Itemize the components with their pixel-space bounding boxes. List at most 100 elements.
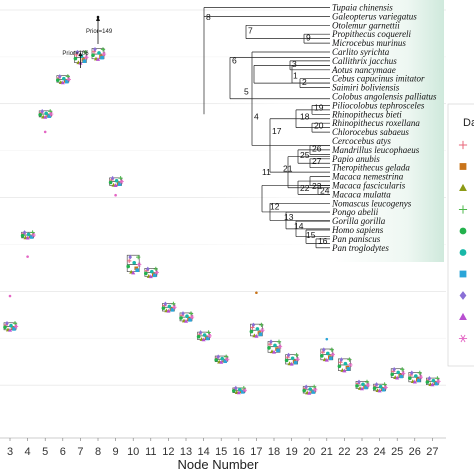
point-node-17-5 (255, 327, 260, 331)
point-node-21-8 (324, 357, 329, 362)
legend-item-7 (459, 291, 467, 300)
taxon-4: Microcebus murinus (331, 38, 406, 48)
point-node-22-6 (346, 367, 351, 371)
point-node-17-7 (251, 322, 256, 328)
taxon-12: Rhinopithecus bieti (331, 109, 402, 119)
x-tick-label-27: 27 (426, 446, 438, 458)
point-node-3-7 (5, 320, 9, 326)
prior-7-label: Prior=106 (62, 51, 89, 57)
point-node-11-6 (153, 273, 157, 278)
point-node-16-3 (241, 385, 246, 391)
node-label-7: 7 (248, 25, 253, 35)
point-node-19-3 (294, 352, 299, 358)
point-node-19-5 (290, 356, 295, 361)
taxon-10: Colobus angolensis palliatus (332, 92, 437, 102)
point-node-23-6 (364, 385, 368, 390)
point-node-10-6 (135, 268, 139, 273)
tree-branches (203, 7, 330, 249)
x-tick-label-18: 18 (268, 446, 280, 458)
x-tick-label-8: 8 (95, 446, 101, 458)
point-node-25-9 (401, 371, 406, 376)
outlier-6 (325, 337, 329, 341)
x-tick-label-5: 5 (42, 446, 48, 458)
point-node-17-4 (249, 329, 254, 334)
legend-item-0 (458, 140, 468, 150)
point-node-3-5 (9, 323, 13, 328)
taxon-21: Macaca mulatta (331, 189, 391, 199)
outlier-1 (26, 255, 29, 258)
annotations: Prior=149 Prior=106 (62, 16, 113, 68)
point-node-8-9 (101, 51, 107, 57)
point-node-15-8 (219, 359, 224, 364)
point-node-27-9 (436, 379, 441, 384)
point-node-20-8 (307, 390, 312, 395)
point-node-4-6 (29, 235, 34, 239)
point-node-8-6 (100, 55, 104, 60)
legend-item-5 (459, 249, 467, 256)
point-node-12-8 (166, 308, 171, 313)
point-node-12-5 (167, 304, 172, 309)
node-label-12: 12 (270, 202, 280, 212)
taxon-2: Otolemur garnettii (332, 20, 400, 30)
point-node-7-6 (82, 59, 87, 63)
point-node-24-9 (383, 385, 388, 390)
point-node-7-7 (75, 49, 80, 55)
taxon-27: Pan troglodytes (331, 243, 389, 253)
taxon-11: Piliocolobus tephrosceles (331, 100, 425, 110)
point-node-22-7 (339, 357, 344, 362)
x-tick-label-6: 6 (60, 446, 66, 458)
point-node-23-9 (365, 383, 371, 388)
node-label-4: 4 (254, 112, 259, 122)
point-node-11-4 (144, 271, 148, 276)
x-tick-label-24: 24 (373, 446, 385, 458)
x-tick-label-23: 23 (356, 446, 368, 458)
point-node-12-6 (170, 308, 175, 312)
taxon-22: Nomascus leucogenys (331, 198, 412, 208)
node-label-22: 22 (300, 183, 310, 193)
point-node-18-5 (273, 343, 277, 348)
data-points (3, 15, 441, 395)
point-node-8-8 (95, 57, 101, 61)
point-node-27-8 (430, 382, 435, 387)
point-node-26-9 (418, 375, 423, 380)
point-node-19-4 (284, 358, 289, 363)
point-node-10-0 (127, 258, 132, 264)
x-tick-label-9: 9 (113, 446, 119, 458)
prior-7-arrowhead (78, 52, 83, 56)
taxon-9: Saimiri boliviensis (332, 83, 400, 93)
x-tick-label-16: 16 (233, 446, 245, 458)
node-label-26: 26 (312, 144, 322, 154)
point-node-8-4 (91, 53, 95, 58)
point-node-20-7 (304, 384, 308, 390)
point-node-23-8 (359, 386, 365, 391)
x-tick-label-25: 25 (391, 446, 403, 458)
node-label-3: 3 (292, 59, 297, 69)
point-node-22-5 (343, 361, 348, 366)
taxon-19: Macaca nemestrina (331, 172, 404, 182)
taxon-6: Callithrix jacchus (332, 56, 397, 66)
point-node-6-4 (56, 78, 60, 82)
x-axis: 3 4 5 6 7 8 9 10 11 12 13 14 15 16 17 18 19 20 21 22 23 24 25 2… (0, 437, 446, 458)
point-node-6-5 (62, 76, 66, 81)
point-node-5-7 (40, 108, 44, 114)
point-node-7-9 (84, 55, 89, 60)
taxon-18: Theropithecus gelada (332, 163, 410, 173)
point-node-20-4 (302, 388, 307, 393)
legend-title: Da (463, 117, 474, 129)
x-tick-label-14: 14 (197, 446, 209, 458)
point-node-3-8 (7, 327, 13, 332)
point-node-5-6 (47, 114, 51, 118)
point-node-22-8 (342, 368, 347, 373)
point-node-25-5 (396, 370, 401, 375)
legend-item-1 (459, 163, 467, 170)
point-node-4-4 (20, 233, 25, 238)
taxon-24: Gorilla gorilla (332, 216, 386, 226)
x-tick-label-15: 15 (215, 446, 227, 458)
taxon-3: Propithecus coquereli (331, 29, 412, 39)
node-label-19: 19 (314, 103, 324, 113)
taxon-23: Pongo abelii (331, 207, 379, 217)
point-node-6-8 (60, 80, 65, 85)
point-node-14-6 (205, 336, 210, 341)
point-node-14-3 (206, 330, 211, 335)
